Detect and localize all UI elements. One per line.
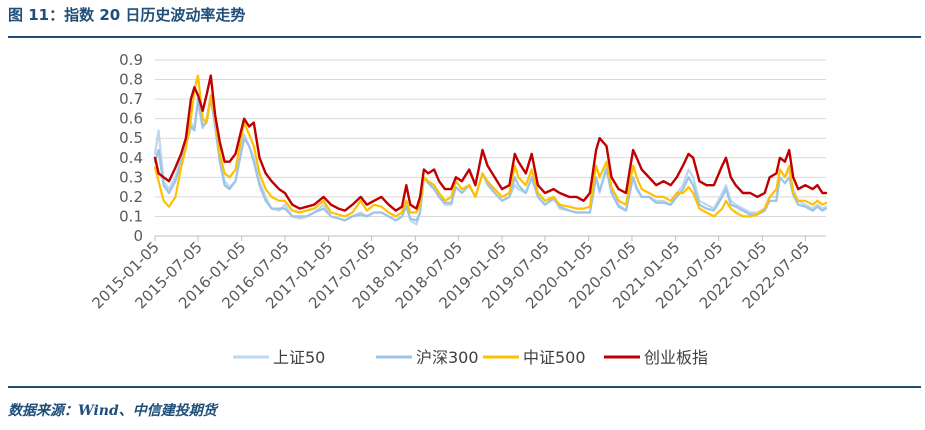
y-tick-label: 0.3 [119,168,143,186]
legend-label: 沪深300 [416,348,479,367]
y-tick-label: 0.6 [119,110,143,128]
y-tick-label: 0.5 [119,129,143,147]
series-line-创业板指 [153,74,828,212]
y-tick-label: 0 [133,227,143,245]
top-divider [8,36,921,38]
y-tick-label: 0.2 [119,188,143,206]
series-line-中证500 [153,74,828,218]
y-tick-label: 0.1 [119,207,143,225]
y-tick-label: 0.8 [119,71,143,89]
y-tick-label: 0.7 [119,90,143,108]
chart-legend: 上证50 沪深300 中证500 创业板指 [233,348,708,367]
chart-series [153,74,828,226]
legend-label: 创业板指 [644,348,708,367]
y-tick-label: 0.9 [119,51,143,69]
legend-label: 上证50 [273,348,325,367]
legend-label: 中证500 [523,348,586,367]
volatility-line-chart: 00.10.20.30.40.50.60.70.80.92015-01-0520… [88,51,828,367]
figure-title: 图 11：指数 20 日历史波动率走势 [8,6,246,24]
source-note: 数据来源：Wind、中信建投期货 [8,403,217,419]
y-tick-label: 0.4 [119,149,143,167]
bottom-divider [8,386,921,388]
